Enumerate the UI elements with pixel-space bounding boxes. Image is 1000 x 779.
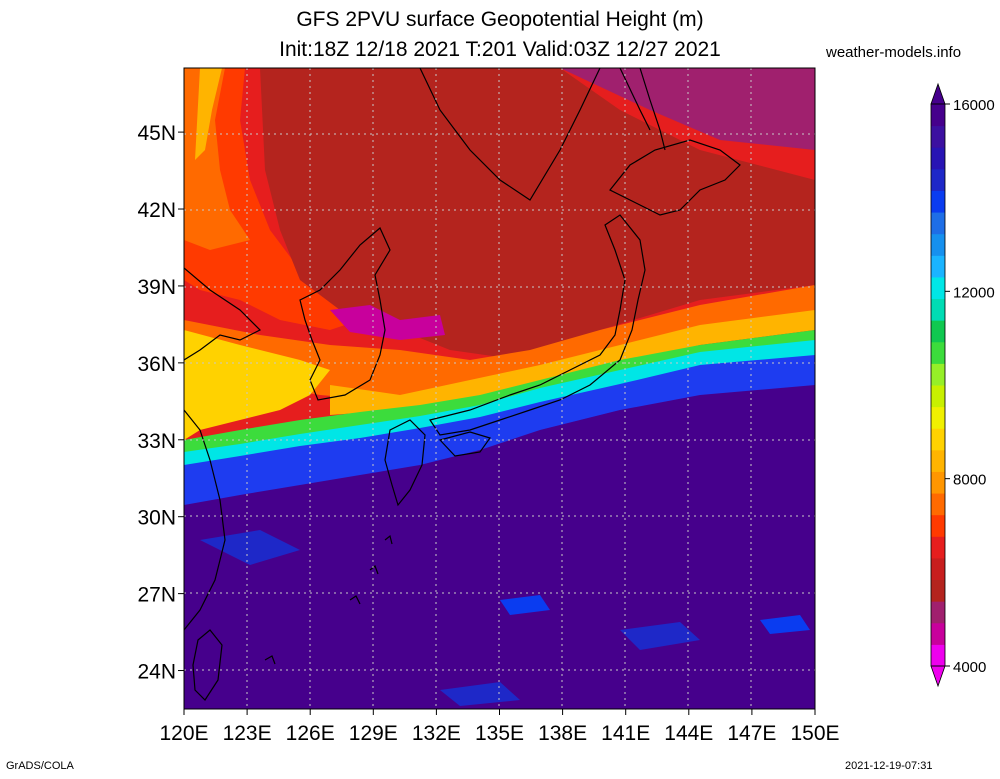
coastlines xyxy=(184,68,741,701)
colorbar-swatch xyxy=(931,147,945,170)
lat-tick-label: 39N xyxy=(137,276,176,299)
colorbar-swatch xyxy=(931,255,945,278)
coast-hokkaido xyxy=(609,139,741,216)
coast-honshu xyxy=(429,214,646,436)
colorbar-swatch xyxy=(931,514,945,537)
colorbar-swatch xyxy=(931,212,945,235)
field-blue-patches xyxy=(200,530,700,706)
colorbar-swatch xyxy=(931,493,945,516)
coast-taiwan xyxy=(192,629,223,701)
lon-tick-label: 150E xyxy=(790,722,839,745)
colorbar: 4000 8000 12000 16000 xyxy=(930,82,995,688)
coast-shikoku xyxy=(438,431,491,457)
site-credit: weather-models.info xyxy=(826,44,962,61)
lon-tick-label: 144E xyxy=(664,722,713,745)
height-field xyxy=(184,68,815,709)
colorbar-swatch xyxy=(931,579,945,602)
lon-tick-label: 120E xyxy=(159,722,208,745)
colorbar-swatch xyxy=(931,471,945,494)
coast-china xyxy=(184,267,262,631)
lat-ticks: 24N 27N 30N 33N 36N 39N 42N 45N xyxy=(137,122,184,684)
lon-tick-label: 138E xyxy=(538,722,587,745)
lon-tick-label: 123E xyxy=(223,722,272,745)
lon-tick-label: 132E xyxy=(412,722,461,745)
colorbar-swatch xyxy=(931,125,945,148)
colorbar-swatch xyxy=(931,320,945,343)
lon-tick-label: 135E xyxy=(475,722,524,745)
colorbar-swatch xyxy=(931,341,945,364)
lon-tick-label: 141E xyxy=(601,722,650,745)
colorbar-swatch xyxy=(931,385,945,408)
lon-tick-label: 129E xyxy=(349,722,398,745)
lon-tick-label: 126E xyxy=(286,722,335,745)
map-title: GFS 2PVU surface Geopotential Height (m) xyxy=(296,8,704,31)
colorbar-label: 4000 xyxy=(953,659,986,676)
colorbar-swatch xyxy=(931,406,945,429)
lat-tick-label: 33N xyxy=(137,430,176,453)
field-band-yellow xyxy=(184,330,330,440)
colorbar-max-arrow xyxy=(930,82,946,105)
field-yellow-west xyxy=(195,68,222,160)
colorbar-swatch xyxy=(931,363,945,386)
coast-russia xyxy=(419,68,651,201)
colorbar-swatch xyxy=(931,601,945,624)
field-blue-patches-2 xyxy=(500,595,810,634)
colorbar-swatch xyxy=(931,233,945,256)
map-subtitle: Init:18Z 12/18 2021 T:201 Valid:03Z 12/2… xyxy=(279,38,721,61)
colorbar-frame xyxy=(930,103,946,667)
colorbar-swatch xyxy=(931,557,945,581)
lon-tick-label: 147E xyxy=(727,722,776,745)
lat-tick-label: 24N xyxy=(137,661,176,684)
lat-tick-label: 30N xyxy=(137,507,176,530)
colorbar-swatch xyxy=(931,644,945,667)
colorbar-swatch xyxy=(931,298,945,321)
lat-tick-label: 45N xyxy=(137,122,176,145)
colorbar-swatch xyxy=(931,428,945,451)
colorbar-min-arrow xyxy=(930,665,946,688)
colorbar-label: 8000 xyxy=(953,472,986,489)
colorbar-swatch xyxy=(931,622,945,645)
colorbar-swatch xyxy=(931,104,945,127)
field-band-orange xyxy=(184,285,815,400)
coast-ryukyu xyxy=(264,534,393,665)
field-low xyxy=(330,305,445,340)
colorbar-swatch xyxy=(931,536,945,559)
lat-tick-label: 36N xyxy=(137,353,176,376)
colorbar-swatch xyxy=(931,449,945,472)
footer-credit: GrADS/COLA xyxy=(6,760,74,772)
coast-korea xyxy=(299,227,391,401)
colorbar-label: 12000 xyxy=(953,284,995,301)
lon-ticks: 120E 123E 126E 129E 132E 135E 138E 141E 144E 147E… xyxy=(159,709,840,745)
coast-sakhalin xyxy=(639,68,666,151)
field-band-amber xyxy=(330,310,815,415)
map-grid xyxy=(184,68,815,709)
colorbar-swatch xyxy=(931,168,945,191)
colorbar-label: 16000 xyxy=(953,97,995,114)
colorbar-swatch xyxy=(931,190,945,213)
lat-tick-label: 27N xyxy=(137,584,176,607)
footer-timestamp: 2021-12-19-07:31 xyxy=(845,760,933,772)
lat-tick-label: 42N xyxy=(137,199,176,222)
coast-kyushu xyxy=(384,419,426,507)
colorbar-swatch xyxy=(931,276,945,300)
